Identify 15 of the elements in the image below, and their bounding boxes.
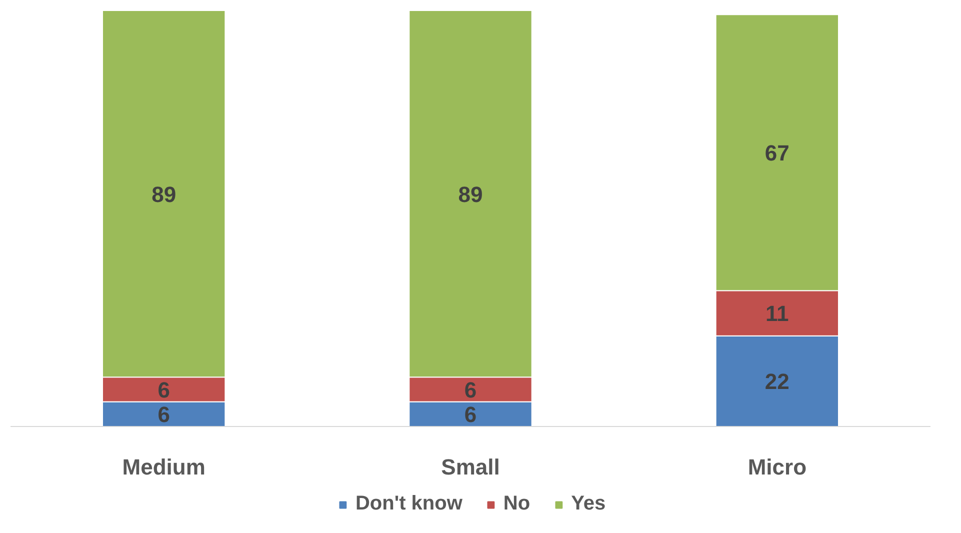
data-label: 89: [458, 182, 483, 207]
data-label: 6: [158, 402, 170, 428]
data-label: 89: [152, 182, 176, 207]
data-label: 6: [464, 377, 477, 402]
data-label: 6: [158, 377, 170, 402]
legend-label: No: [503, 492, 530, 516]
legend-label: Don't know: [355, 492, 462, 516]
data-label: 11: [766, 301, 789, 326]
x-tick-label: Small: [441, 454, 500, 480]
data-label: 6: [464, 402, 477, 428]
data-label: 22: [764, 369, 790, 394]
data-label: 67: [764, 140, 790, 166]
legend-label: Yes: [571, 492, 606, 516]
x-tick-label: Micro: [748, 454, 807, 480]
x-tick-label: Medium: [122, 454, 206, 480]
